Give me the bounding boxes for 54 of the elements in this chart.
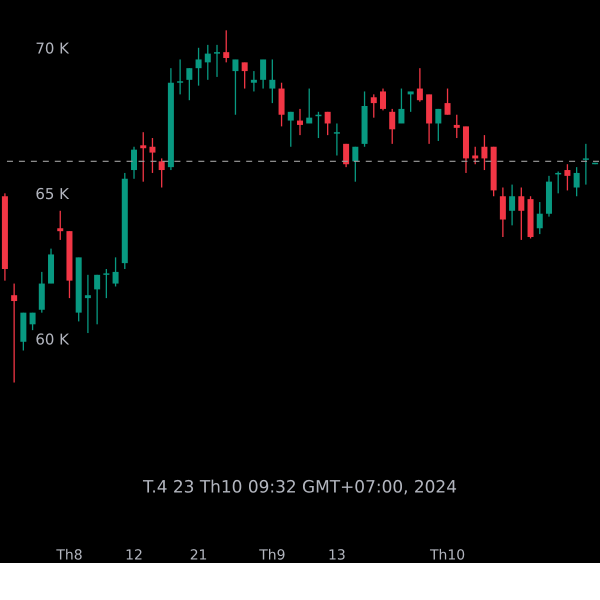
candlestick: [536, 201, 543, 235]
candlestick: [389, 108, 396, 144]
x-tick-label: 12: [125, 548, 143, 564]
candlestick: [214, 44, 220, 78]
candlestick: [288, 111, 294, 148]
candlestick: [204, 44, 211, 80]
candlestick: [582, 143, 589, 186]
candlestick: [555, 170, 562, 194]
candlestick: [103, 268, 110, 299]
candlestick: [324, 111, 331, 136]
candlestick: [472, 146, 478, 165]
candlestick: [223, 30, 230, 63]
candlestick: [408, 90, 414, 112]
candlestick: [435, 108, 442, 142]
candlestick: [306, 88, 312, 124]
annotation: T.4 23 Th10 09:32 GMT+07:00, 2024: [142, 476, 457, 496]
candlestick: [481, 134, 488, 171]
x-tick-label: 13: [328, 548, 346, 564]
x-tick-label: Th10: [428, 548, 466, 564]
candlestick: [158, 158, 165, 188]
candlestick: [232, 58, 238, 116]
y-tick-label: 60 K: [35, 330, 70, 348]
candlestick: [334, 122, 340, 156]
candlestick: [509, 184, 516, 226]
candlestick: [196, 47, 202, 86]
candlestick: [564, 164, 570, 192]
x-tick-label: Th8: [55, 548, 83, 564]
candlestick: [370, 94, 377, 118]
x-tick-label: Th9: [258, 548, 286, 564]
candlestick: [574, 166, 580, 197]
y-tick-label: 70 K: [35, 39, 70, 58]
candlestick: [112, 256, 119, 288]
candlestick: [518, 186, 524, 241]
y-tick-label: 65 K: [35, 184, 70, 203]
candlestick: [149, 137, 156, 174]
candlestick: [380, 88, 386, 112]
candlestick: [131, 146, 138, 180]
candlestick: [315, 111, 322, 139]
candlestick: [454, 114, 460, 139]
candlestick: [94, 274, 100, 325]
candlestick: [260, 58, 266, 90]
candlestick: [297, 108, 303, 136]
candlestick: [30, 312, 36, 331]
candlestick: [186, 68, 192, 101]
candlestick: [416, 68, 423, 102]
candlestick: [269, 58, 276, 104]
candlestick: [11, 282, 18, 384]
candlestick: [500, 186, 506, 238]
candlestick: [84, 274, 91, 334]
candlestick: [352, 146, 358, 182]
candlestick: [444, 88, 451, 116]
candlestick: [242, 62, 248, 90]
x-tick-label: 21: [190, 548, 208, 564]
candlestick: [398, 88, 404, 124]
